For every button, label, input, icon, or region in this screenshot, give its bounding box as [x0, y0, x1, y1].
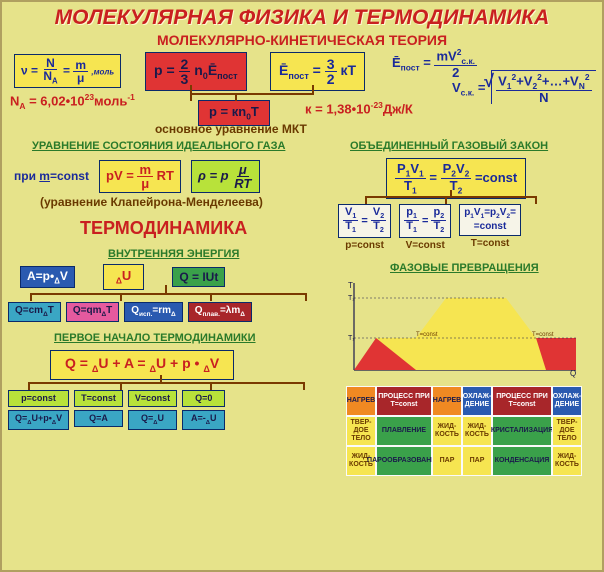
gaslaw-b: p1T1 = p2T2 V=const	[399, 204, 451, 251]
const-na: NA = 6,02•1023моль-1	[10, 92, 135, 111]
phase-cell: ОХЛАЖ-ДЕНИЕ	[462, 386, 492, 416]
phase-diagram: T Q T=const T=const T₁ T₂	[346, 278, 580, 383]
mkt-note: основное уравнение МКТ	[155, 122, 307, 136]
formula-vsk: Vс.к. = √ V12+V22+…+VN2N	[452, 70, 596, 104]
phase-header: ФАЗОВЫЕ ПРЕВРАЩЕНИЯ	[390, 262, 539, 274]
main-title: МОЛЕКУЛЯРНАЯ ФИЗИКА И ТЕРМОДИНАМИКА	[10, 6, 594, 30]
svg-text:T=const: T=const	[416, 332, 438, 338]
fl-c4: Q=0 A=-ΔU	[182, 390, 225, 430]
formula-nu: ν = NNA = mμ ,моль	[14, 54, 121, 88]
fl-c2: T=const Q=A	[74, 390, 123, 430]
phase-cell: ПЛАВЛЕНИЕ	[376, 416, 432, 446]
phase-cell: ПРОЦЕСС ПРИ T=const	[376, 386, 432, 416]
ie-A: A=p•ΔV	[20, 266, 75, 289]
phase-cell: ЖИД-КОСТЬ	[552, 446, 582, 476]
phase-cell: НАГРЕВ	[432, 386, 462, 416]
phase-cell: ЖИД-КОСТЬ	[462, 416, 492, 446]
svg-text:T: T	[348, 281, 353, 290]
svg-text:T=const: T=const	[532, 332, 554, 338]
thermo-title: ТЕРМОДИНАМИКА	[80, 218, 247, 239]
first-law-header: ПЕРВОЕ НАЧАЛО ТЕРМОДИНАМИКИ	[54, 332, 256, 344]
phase-cell: ЖИД-КОСТЬ	[432, 416, 462, 446]
ie-q4: Qплав.=λmΔ	[188, 302, 252, 322]
formula-p23: p = 23 n0Ēпост	[145, 52, 247, 91]
ie-q3: Qисп.=rmΔ	[124, 302, 182, 322]
svg-text:Q: Q	[570, 369, 576, 378]
phase-cell: ПАРООБРАЗОВАНИЕ	[376, 446, 432, 476]
internal-energy-header: ВНУТРЕННЯЯ ЭНЕРГИЯ	[108, 248, 239, 260]
phase-cell: НАГРЕВ	[346, 386, 376, 416]
phase-table: НАГРЕВПРОЦЕСС ПРИ T=constНАГРЕВОХЛАЖ-ДЕН…	[346, 386, 582, 476]
ie-q2: Q=qmΔT	[66, 302, 119, 322]
ideal-gas-row: при m=const pV = mμ RT ρ = p μRT	[14, 160, 260, 193]
ie-Q: Q = IUt	[172, 267, 225, 287]
gaslaw-header: ОБЪЕДИНЕННЫЙ ГАЗОВЫЙ ЗАКОН	[350, 140, 548, 152]
phase-cell: ТВЕР-ДОЕ ТЕЛО	[552, 416, 582, 446]
phase-cell: ПАР	[432, 446, 462, 476]
fl-c1: p=const Q=ΔU+p•ΔV	[8, 390, 69, 430]
gaslaw-c: p1V1=p2V2==const T=const	[459, 204, 521, 249]
ideal-gas-header: УРАВНЕНИЕ СОСТОЯНИЯ ИДЕАЛЬНОГО ГАЗА	[32, 140, 285, 152]
svg-text:T₁: T₁	[348, 335, 355, 342]
phase-cell: КРИСТАЛИЗАЦИЯ	[492, 416, 552, 446]
phase-cell: ПАР	[462, 446, 492, 476]
gaslaw-main: P1V1T1 = P2V2T2 =const	[386, 158, 526, 199]
ie-q1: Q=cmΔT	[8, 302, 61, 322]
phase-cell: КОНДЕНСАЦИЯ	[492, 446, 552, 476]
formula-e32: Ēпост = 32 кТ	[270, 52, 365, 91]
ideal-gas-note: (уравнение Клапейрона-Менделеева)	[40, 195, 263, 209]
phase-cell: ОХЛАЖ-ДЕНИЕ	[552, 386, 582, 416]
subtitle: МОЛЕКУЛЯРНО-КИНЕТИЧЕСКАЯ ТЕОРИЯ	[10, 32, 594, 48]
phase-cell: ПРОЦЕСС ПРИ T=const	[492, 386, 552, 416]
phase-cell: ТВЕР-ДОЕ ТЕЛО	[346, 416, 376, 446]
svg-text:T₂: T₂	[348, 295, 355, 302]
const-k: к = 1,38•10-23Дж/К	[305, 100, 413, 116]
ie-U: ΔU	[103, 264, 144, 290]
gaslaw-a: V1T1 = V2T2 p=const	[338, 204, 391, 251]
fl-c3: V=const Q=ΔU	[128, 390, 177, 430]
first-law-main: Q = ΔU + A = ΔU + p • ΔV	[50, 350, 234, 380]
